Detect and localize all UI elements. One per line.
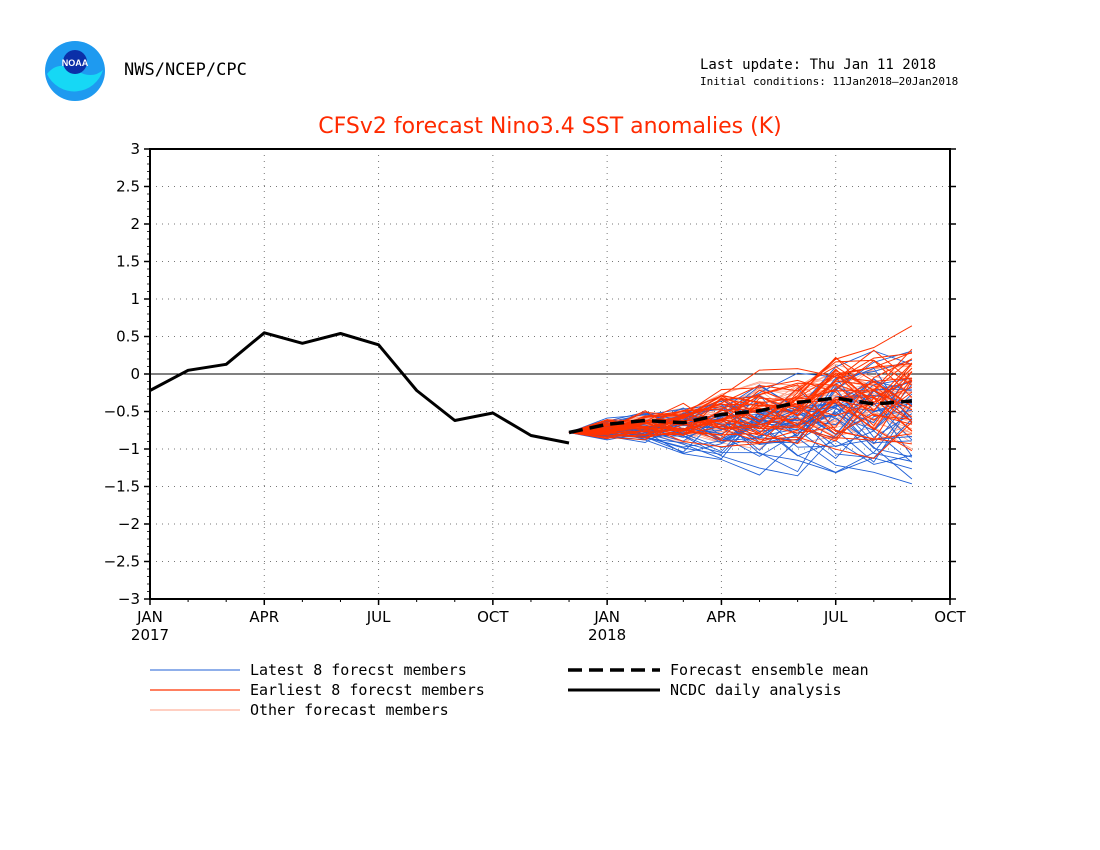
earliest-member-line (568, 367, 913, 438)
x-tick-year-label: 2017 (131, 626, 169, 644)
y-tick-label: −1 (118, 440, 140, 458)
noaa-logo: NOAA (44, 40, 106, 102)
x-tick-year-label: 2018 (588, 626, 626, 644)
analysis-line (149, 331, 570, 445)
chart-title: CFSv2 forecast Nino3.4 SST anomalies (K) (318, 114, 782, 139)
legend-label-mean: Forecast ensemble mean (670, 661, 869, 679)
series-layer (149, 331, 913, 445)
earliest-member-line (568, 359, 913, 434)
y-tick-label: 0 (130, 365, 140, 383)
earliest-member-line (568, 371, 913, 444)
x-tick-label: APR (249, 608, 279, 626)
latest-member-line (568, 398, 913, 476)
x-tick-label: JAN (593, 608, 620, 626)
latest-member-line (568, 401, 912, 439)
x-tick-label: OCT (477, 608, 509, 626)
legend-label-latest: Latest 8 forecst members (250, 661, 467, 679)
y-tick-label: −3 (118, 590, 140, 608)
legend-label-earliest: Earliest 8 forecst members (250, 681, 485, 699)
y-tick-label: 3 (130, 140, 140, 158)
y-tick-label: 1.5 (116, 253, 140, 271)
x-tick-label: JUL (366, 608, 391, 626)
earliest-member-line (568, 391, 913, 443)
latest-member-line (568, 385, 912, 462)
y-tick-label: −0.5 (104, 403, 140, 421)
legend: Latest 8 forecst members Forecast ensembl… (150, 661, 869, 719)
ensemble-layer (568, 325, 913, 485)
earliest-member-line (568, 363, 912, 440)
organization-label: NWS/NCEP/CPC (124, 60, 247, 80)
y-tick-label: −2.5 (104, 553, 140, 571)
earliest-member-line (568, 388, 913, 441)
noaa-logo-graphic: NOAA (45, 41, 105, 101)
y-tick-label: −2 (118, 515, 140, 533)
x-tick-label: JAN (136, 608, 163, 626)
y-tick-label: 1 (130, 290, 140, 308)
noaa-logo-text: NOAA (62, 58, 89, 68)
x-tick-label: APR (707, 608, 737, 626)
y-tick-label: 2.5 (116, 178, 140, 196)
y-tick-label: −1.5 (104, 478, 140, 496)
y-tick-label: 0.5 (116, 328, 140, 346)
last-update-text: Last update: Thu Jan 11 2018 (700, 57, 937, 73)
legend-label-other: Other forecast members (250, 701, 449, 719)
earliest-member-line (568, 403, 913, 435)
ensemble-mean-line (568, 396, 913, 435)
initial-conditions-text: Initial conditions: 11Jan2018—20Jan2018 (700, 75, 959, 88)
x-tick-label: OCT (934, 608, 966, 626)
y-tick-label: 2 (130, 215, 140, 233)
grid-layer (150, 149, 950, 599)
axes-layer: 32.521.510.50−0.5−1−1.5−2−2.5−3JAN2017AP… (104, 140, 967, 644)
x-tick-label: JUL (823, 608, 848, 626)
earliest-member-line (568, 358, 913, 434)
earliest-member-line (568, 382, 912, 433)
legend-label-analysis: NCDC daily analysis (670, 681, 842, 699)
earliest-member-line (568, 381, 913, 445)
earliest-member-line (568, 397, 913, 442)
